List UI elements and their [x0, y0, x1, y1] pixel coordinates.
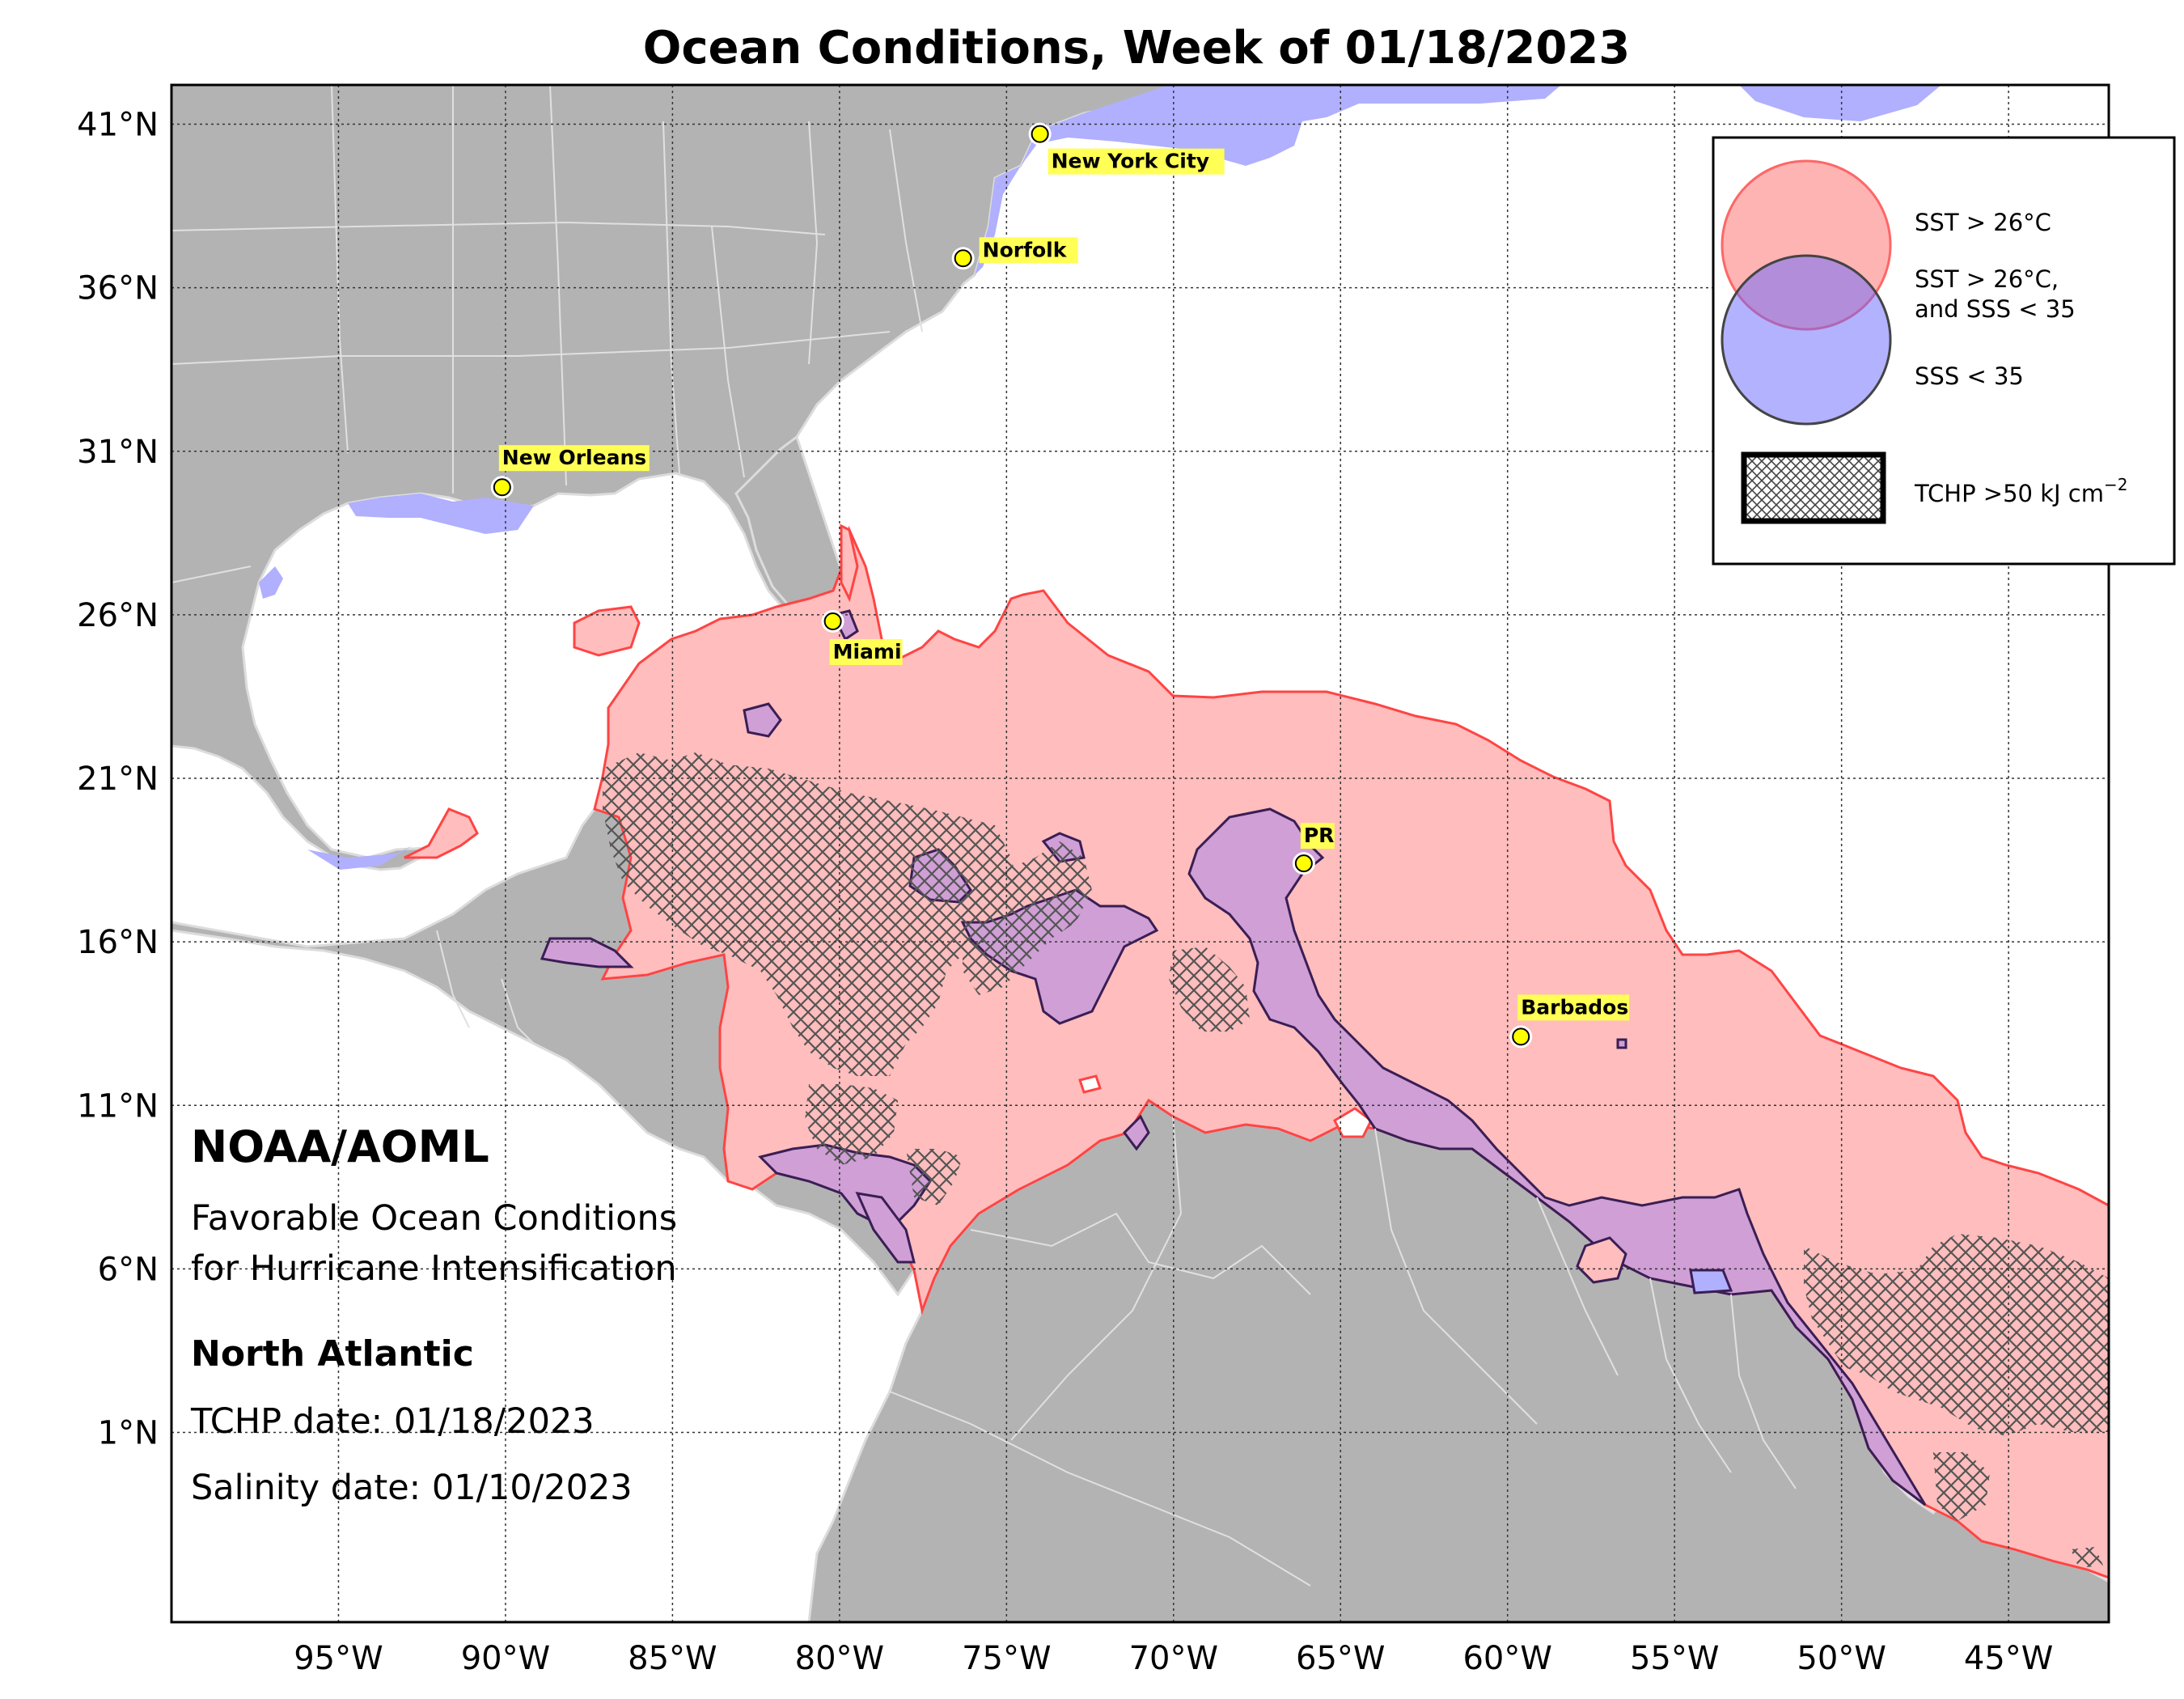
lon-tick-label: 55°W — [1630, 1640, 1719, 1677]
info-block: NOAA/AOML Favorable Ocean Conditions for… — [190, 1121, 677, 1508]
city-miami: Miami — [821, 609, 903, 665]
city-markers: New York City Norfolk New Orleans Miami PR Ba… — [490, 122, 1630, 1049]
overlap-areas — [540, 609, 1927, 1506]
city-dot — [823, 612, 842, 630]
lon-tick-label: 70°W — [1129, 1640, 1218, 1677]
city-label: New Orleans — [502, 446, 646, 469]
org-name: NOAA/AOML — [191, 1121, 489, 1172]
city-new-orleans: New Orleans — [490, 445, 650, 499]
map-frame — [170, 83, 2110, 1624]
tchp-hatched-areas — [603, 752, 2109, 1568]
tchp-date: TCHP date: 01/18/2023 — [190, 1401, 595, 1442]
info-line-1: Favorable Ocean Conditions — [191, 1198, 677, 1239]
city-label: Miami — [833, 640, 902, 663]
lat-tick-label: 26°N — [77, 597, 159, 634]
lat-tick-label: 1°N — [98, 1415, 159, 1452]
lat-tick-label: 6°N — [98, 1251, 159, 1288]
longitude-tick-labels: 95°W 90°W 85°W 80°W 75°W 70°W 65°W 60°W 55°W 50°W… — [294, 1640, 2053, 1677]
legend-both-label-2: and SSS < 35 — [1915, 295, 2076, 323]
city-barbados: Barbados — [1509, 994, 1630, 1049]
legend-sss-label: SSS < 35 — [1915, 362, 2024, 390]
lat-tick-label: 11°N — [77, 1087, 159, 1125]
latitude-tick-labels: 41°N 36°N 31°N 26°N 21°N 16°N 11°N 6°N 1°N — [77, 107, 159, 1452]
lon-tick-label: 50°W — [1797, 1640, 1886, 1677]
lat-tick-label: 41°N — [77, 107, 159, 144]
legend-tchp-swatch — [1741, 451, 1886, 524]
city-dot — [1294, 854, 1313, 873]
info-line-2: for Hurricane Intensification — [191, 1248, 677, 1289]
lat-tick-label: 16°N — [77, 924, 159, 961]
lon-tick-label: 75°W — [962, 1640, 1051, 1677]
city-label-bg — [829, 638, 903, 665]
city-label: PR — [1304, 824, 1335, 847]
city-label-bg — [1048, 148, 1225, 175]
legend-sss-swatch — [1721, 254, 1892, 426]
city-norfolk: Norfolk — [951, 237, 1078, 270]
city-label-bg — [979, 237, 1078, 264]
lon-tick-label: 95°W — [294, 1640, 383, 1677]
lat-tick-label: 21°N — [77, 761, 159, 798]
city-label: Norfolk — [983, 238, 1068, 261]
political-borders — [171, 85, 1797, 1587]
city-label: Barbados — [1521, 995, 1628, 1019]
city-pr: PR — [1292, 823, 1335, 875]
map-title: Ocean Conditions, Week of 01/18/2023 — [643, 22, 1631, 74]
city-label-bg — [498, 445, 650, 472]
salinity-date: Salinity date: 01/10/2023 — [191, 1468, 633, 1508]
graticule-lines — [171, 85, 2109, 1622]
lon-tick-label: 85°W — [628, 1640, 717, 1677]
lon-tick-label: 90°W — [461, 1640, 550, 1677]
lat-tick-label: 36°N — [77, 270, 159, 307]
legend: SST > 26°C SST > 26°C, and SSS < 35 SSS … — [1712, 136, 2176, 566]
city-label-bg — [1300, 823, 1335, 850]
legend-both-label-1: SST > 26°C, — [1915, 265, 2059, 293]
lat-tick-label: 31°N — [77, 434, 159, 471]
city-dot — [954, 249, 972, 268]
lon-tick-label: 60°W — [1462, 1640, 1551, 1677]
legend-tchp-label: TCHP >50 kJ cm−2 — [1914, 475, 2127, 507]
lon-tick-label: 65°W — [1296, 1640, 1385, 1677]
lon-tick-label: 80°W — [795, 1640, 884, 1677]
city-label: New York City — [1052, 150, 1209, 173]
city-label-bg — [1517, 994, 1630, 1021]
city-dot — [1031, 125, 1049, 143]
city-dot — [493, 478, 511, 497]
city-dot — [1512, 1027, 1530, 1046]
region-name: North Atlantic — [191, 1333, 474, 1375]
legend-sst-label: SST > 26°C — [1915, 209, 2051, 236]
city-new-york-city: New York City — [1028, 122, 1225, 175]
lon-tick-label: 45°W — [1964, 1640, 2053, 1677]
